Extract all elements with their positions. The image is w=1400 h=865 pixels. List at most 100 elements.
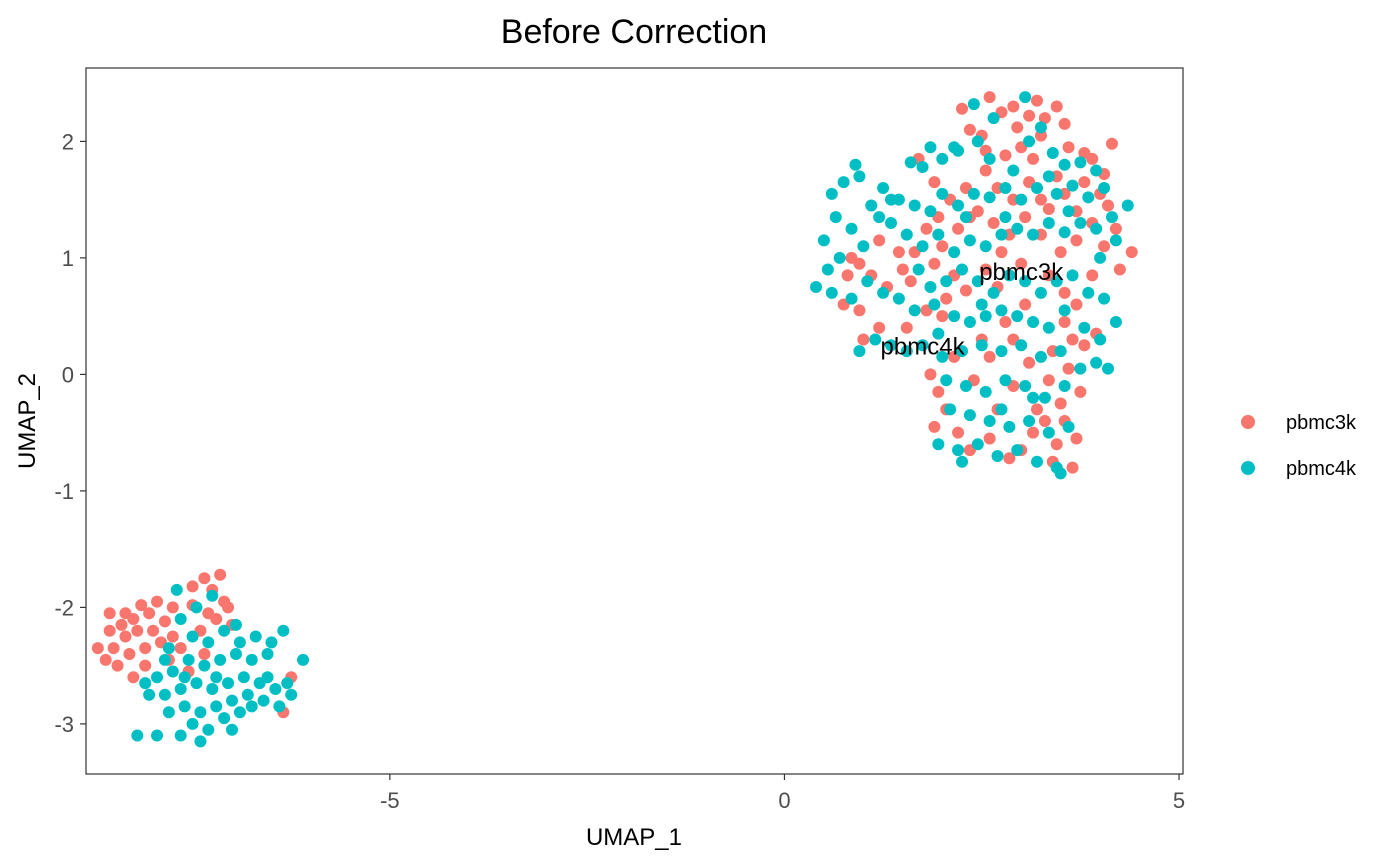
point-pbmc4k (884, 216, 897, 229)
point-pbmc4k (285, 688, 298, 701)
point-pbmc4k (241, 688, 254, 701)
point-pbmc3k (1086, 269, 1099, 282)
point-pbmc4k (940, 275, 953, 288)
point-pbmc3k (158, 615, 171, 628)
cluster-labels: pbmc3k pbmc4k (881, 259, 1065, 361)
point-pbmc4k (1058, 304, 1071, 317)
point-pbmc4k (151, 671, 164, 684)
point-pbmc4k (1034, 286, 1047, 299)
y-axis: -3 -2 -1 0 1 2 (54, 129, 86, 737)
point-pbmc4k (999, 181, 1012, 194)
point-pbmc4k (975, 339, 988, 352)
point-pbmc4k (853, 345, 866, 358)
point-pbmc3k (123, 648, 136, 661)
point-pbmc3k (131, 624, 144, 637)
point-pbmc4k (1003, 269, 1016, 282)
point-pbmc4k (222, 677, 235, 690)
point-pbmc4k (975, 298, 988, 311)
point-pbmc4k (1027, 228, 1040, 241)
legend-key-pbmc4k (1241, 461, 1255, 475)
point-pbmc4k (1066, 269, 1079, 282)
point-pbmc4k (983, 415, 996, 427)
point-pbmc4k (1062, 205, 1075, 218)
point-pbmc4k (952, 199, 965, 212)
point-pbmc4k (884, 339, 897, 352)
point-pbmc3k (139, 642, 152, 655)
point-pbmc4k (1019, 91, 1032, 104)
point-pbmc4k (810, 281, 823, 294)
point-pbmc4k (995, 228, 1008, 241)
point-pbmc4k (194, 706, 207, 719)
point-pbmc4k (194, 735, 207, 748)
point-pbmc3k (1038, 112, 1051, 125)
data-points (91, 91, 1138, 748)
point-pbmc4k (963, 234, 976, 247)
point-pbmc4k (257, 694, 270, 707)
point-pbmc4k (1030, 455, 1043, 468)
point-pbmc4k (226, 694, 239, 707)
point-pbmc3k (147, 624, 160, 637)
point-pbmc4k (948, 141, 961, 154)
point-pbmc3k (952, 222, 965, 235)
point-pbmc4k (206, 682, 219, 695)
point-pbmc3k (1070, 432, 1083, 445)
point-pbmc4k (1027, 391, 1040, 404)
point-pbmc4k (821, 263, 834, 276)
point-pbmc4k (845, 222, 858, 235)
point-pbmc3k (103, 607, 116, 620)
y-tick-label: 2 (62, 129, 74, 154)
point-pbmc4k (1094, 333, 1107, 346)
point-pbmc4k (959, 211, 972, 224)
point-pbmc3k (873, 321, 886, 334)
point-pbmc3k (139, 659, 152, 672)
x-axis-label: UMAP_1 (586, 824, 682, 851)
point-pbmc3k (166, 601, 179, 614)
x-tick-label: -5 (380, 788, 400, 813)
point-pbmc4k (261, 671, 274, 684)
point-pbmc4k (162, 706, 175, 719)
point-pbmc4k (1011, 222, 1024, 235)
point-pbmc4k (210, 700, 223, 713)
point-pbmc3k (1007, 100, 1020, 113)
point-pbmc4k (959, 380, 972, 393)
point-pbmc3k (119, 630, 132, 643)
point-pbmc4k (932, 228, 945, 241)
point-pbmc4k (198, 659, 211, 672)
point-pbmc4k (1019, 380, 1032, 393)
point-pbmc4k (1027, 315, 1040, 328)
point-pbmc4k (1054, 345, 1067, 358)
point-pbmc4k (892, 292, 905, 305)
point-pbmc4k (1003, 420, 1016, 433)
point-pbmc4k (174, 613, 187, 626)
point-pbmc4k (971, 438, 984, 451)
x-tick-label: 0 (778, 788, 790, 813)
point-pbmc4k (1090, 164, 1103, 177)
point-pbmc4k (1074, 156, 1087, 169)
point-pbmc3k (1011, 121, 1024, 134)
point-pbmc3k (979, 263, 992, 276)
point-pbmc4k (1066, 179, 1079, 192)
point-pbmc4k (849, 158, 862, 171)
point-pbmc3k (924, 368, 937, 381)
point-pbmc3k (1098, 240, 1111, 253)
point-pbmc3k (936, 240, 949, 253)
point-pbmc3k (1050, 100, 1063, 113)
point-pbmc4k (178, 700, 191, 713)
point-pbmc4k (1046, 147, 1059, 160)
point-pbmc3k (143, 607, 156, 620)
y-tick-label: -2 (54, 595, 74, 620)
point-pbmc4k (1082, 191, 1095, 204)
point-pbmc4k (214, 653, 227, 666)
point-pbmc3k (987, 216, 1000, 229)
point-pbmc4k (987, 286, 1000, 299)
point-pbmc4k (991, 449, 1004, 462)
point-pbmc3k (900, 321, 913, 334)
point-pbmc4k (218, 624, 231, 637)
point-pbmc4k (995, 345, 1008, 358)
point-pbmc4k (987, 112, 1000, 125)
point-pbmc3k (920, 222, 933, 235)
point-pbmc4k (979, 310, 992, 323)
legend: pbmc3k pbmc4k (1241, 412, 1357, 480)
point-pbmc3k (1042, 374, 1055, 387)
